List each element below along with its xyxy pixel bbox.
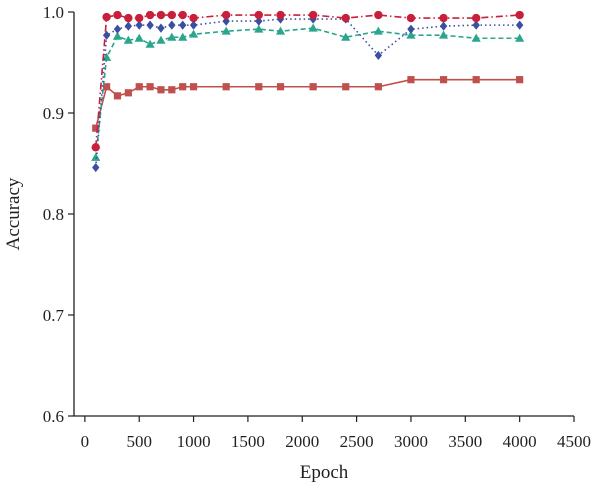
data-point-circle (102, 12, 111, 22)
data-point-diamond (168, 20, 176, 30)
data-point-square (439, 76, 448, 84)
data-point-square (276, 83, 285, 91)
data-point-circle (254, 10, 263, 20)
data-point-diamond (472, 20, 480, 30)
data-point-circle (178, 10, 187, 20)
data-point-diamond (179, 20, 187, 30)
data-point-diamond (92, 162, 100, 173)
y-tick-label: 0.9 (43, 104, 64, 123)
data-point-triangle (188, 29, 199, 38)
data-point-triangle (275, 26, 286, 35)
data-point-square (92, 124, 100, 132)
data-point-triangle (254, 24, 264, 33)
x-tick-label: 1000 (177, 432, 211, 451)
data-point-circle (156, 10, 166, 20)
data-point-circle (439, 13, 448, 23)
data-point-square (113, 92, 122, 100)
series-4 (91, 10, 524, 152)
data-point-triangle (438, 30, 449, 39)
data-point-circle (374, 10, 383, 20)
data-point-diamond (189, 20, 198, 30)
data-point-triangle (145, 39, 155, 48)
series-3 (92, 14, 524, 173)
y-tick-label: 0.7 (43, 306, 65, 325)
x-tick-label: 4000 (503, 432, 537, 451)
data-point-circle (91, 143, 100, 152)
data-point-circle (145, 10, 155, 20)
data-point-circle (341, 13, 350, 23)
y-tick-label: 1.0 (43, 3, 64, 22)
data-point-triangle (308, 23, 318, 32)
data-point-square (255, 83, 263, 91)
data-point-square (516, 76, 524, 84)
series-1 (92, 76, 524, 132)
series-layer (91, 10, 525, 173)
y-tick-label: 0.6 (43, 407, 64, 426)
x-tick-label: 2500 (340, 432, 374, 451)
data-point-square (124, 89, 132, 97)
data-point-diamond (407, 24, 415, 34)
data-point-circle (124, 13, 133, 23)
x-tick-label: 3000 (394, 432, 428, 451)
data-point-square (179, 83, 187, 91)
data-point-square (342, 83, 350, 91)
data-point-triangle (515, 33, 525, 42)
data-point-triangle (221, 26, 231, 35)
data-point-triangle (373, 26, 383, 35)
data-point-triangle (123, 35, 133, 44)
data-point-diamond (146, 20, 154, 30)
data-point-diamond (439, 21, 448, 31)
data-point-diamond (102, 30, 111, 40)
data-point-circle (113, 10, 122, 20)
data-point-triangle (134, 33, 144, 42)
data-point-triangle (112, 31, 123, 40)
data-point-circle (471, 13, 481, 23)
data-point-diamond (157, 23, 165, 33)
data-point-square (103, 83, 111, 91)
data-point-circle (221, 10, 231, 20)
data-point-circle (406, 13, 416, 23)
data-point-triangle (471, 33, 481, 42)
series-2 (91, 23, 525, 161)
x-tick-label: 2000 (285, 432, 319, 451)
data-point-square (168, 86, 176, 94)
data-point-square (374, 83, 382, 91)
y-tick-label: 0.8 (43, 205, 64, 224)
data-point-triangle (167, 32, 177, 41)
data-point-diamond (113, 24, 122, 34)
data-point-diamond (135, 20, 143, 30)
data-point-diamond (515, 20, 524, 30)
data-point-diamond (374, 50, 383, 61)
data-point-square (407, 76, 415, 84)
data-point-circle (167, 10, 177, 20)
data-point-square (157, 86, 165, 94)
data-point-circle (308, 10, 318, 20)
ticks-layer: 0 500 1000 1500 2000 2500 3000 3500 4000 4500 0.6 0… (43, 3, 591, 451)
data-point-circle (515, 10, 524, 20)
data-point-square (309, 83, 317, 91)
x-axis-title: Epoch (300, 462, 349, 483)
data-point-square (222, 83, 230, 91)
data-point-circle (135, 13, 144, 23)
data-point-triangle (156, 35, 166, 44)
data-point-square (135, 83, 143, 91)
x-tick-label: 4500 (557, 432, 591, 451)
x-tick-label: 3500 (448, 432, 482, 451)
data-point-triangle (341, 32, 351, 41)
data-point-triangle (91, 152, 101, 161)
x-tick-label: 1500 (231, 432, 265, 451)
y-axis-title: Accuracy (3, 177, 24, 250)
x-tick-label: 0 (81, 432, 90, 451)
data-point-diamond (124, 21, 133, 31)
data-point-square (189, 83, 198, 91)
data-point-triangle (178, 32, 188, 41)
data-point-circle (189, 13, 198, 23)
series-line (94, 14, 520, 148)
x-tick-label: 500 (126, 432, 152, 451)
data-point-triangle (406, 30, 416, 39)
data-point-circle (276, 10, 285, 20)
data-point-square (146, 83, 154, 91)
data-point-square (472, 76, 480, 84)
